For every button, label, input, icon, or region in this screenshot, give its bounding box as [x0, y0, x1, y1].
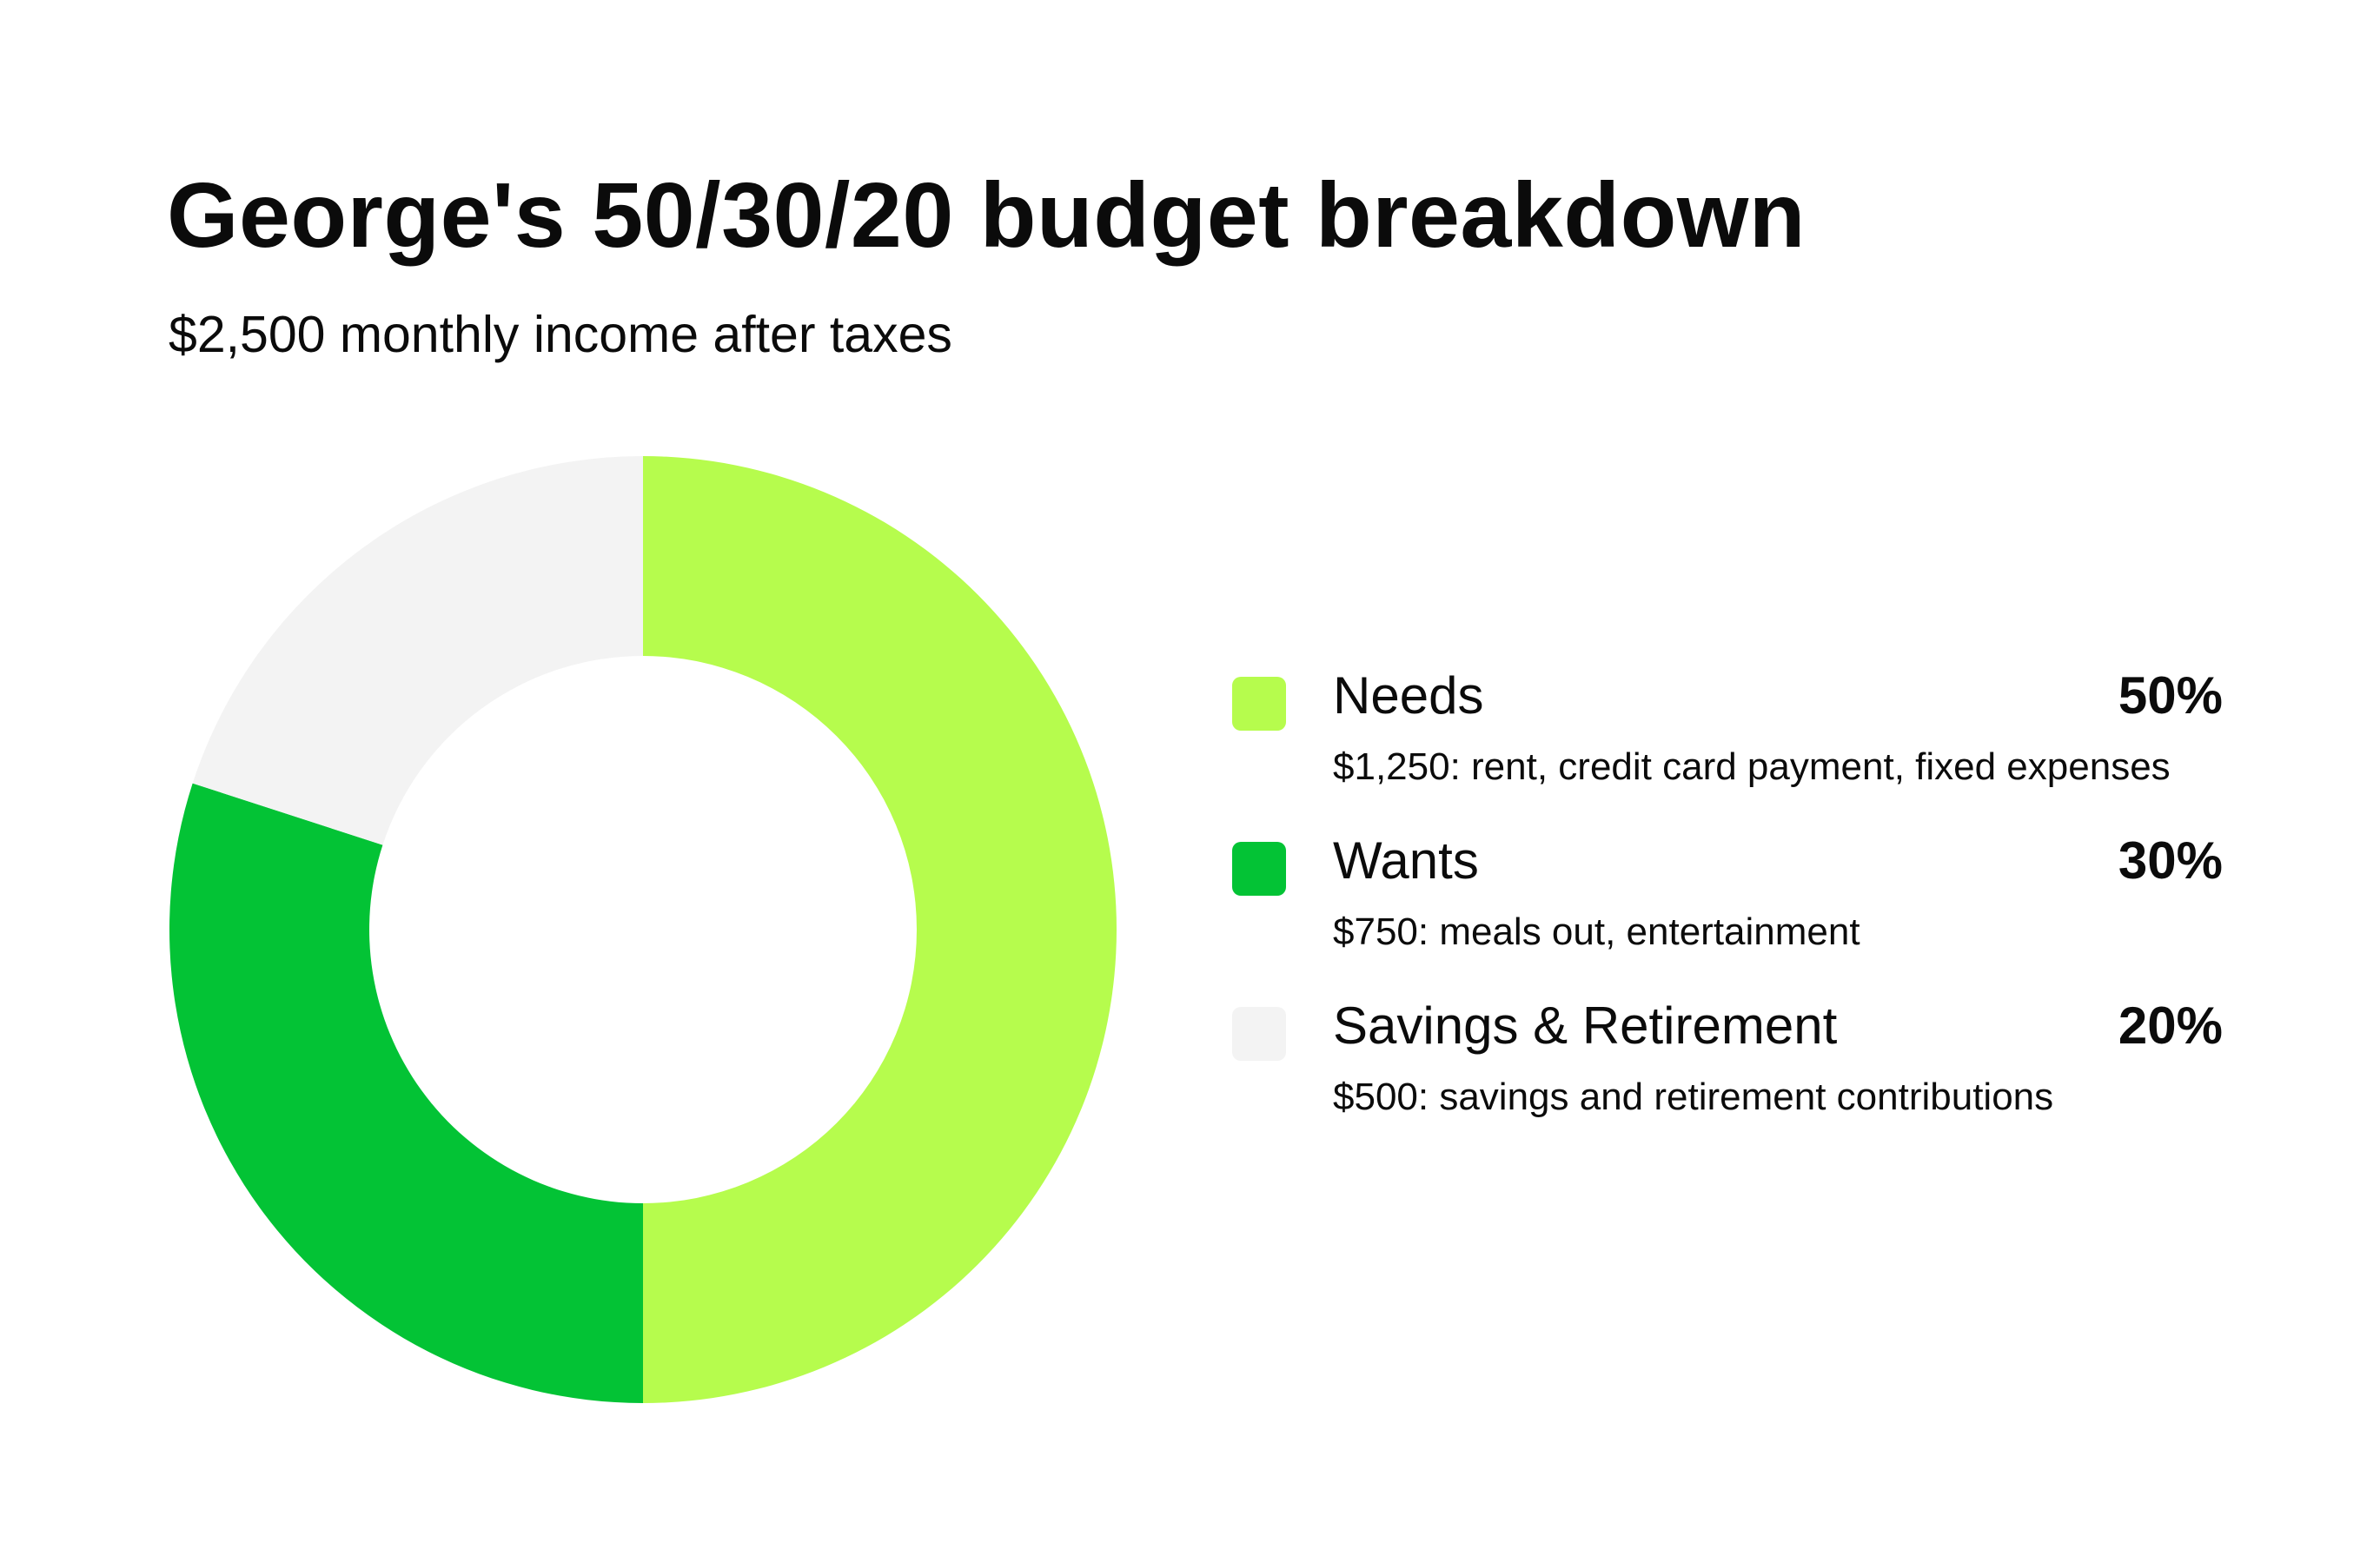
legend-percent-wants: 30% — [2118, 831, 2223, 890]
legend-item-wants: Wants 30% $750: meals out, entertainment — [1232, 830, 2223, 995]
donut-slice-wants — [169, 783, 643, 1403]
legend-swatch-savings — [1232, 1007, 1286, 1061]
legend-item-needs: Needs 50% $1,250: rent, credit card paym… — [1232, 665, 2223, 830]
legend: Needs 50% $1,250: rent, credit card paym… — [1232, 665, 2223, 1160]
legend-swatch-wants — [1232, 842, 1286, 896]
legend-percent-needs: 50% — [2118, 666, 2223, 725]
chart-title: George's 50/30/20 budget breakdown — [167, 164, 1807, 267]
legend-description-needs: $1,250: rent, credit card payment, fixed… — [1333, 745, 2171, 788]
legend-description-wants: $750: meals out, entertainment — [1333, 910, 1860, 953]
legend-label-wants: Wants — [1333, 831, 1479, 890]
legend-label-savings: Savings & Retirement — [1333, 997, 1838, 1055]
legend-label-needs: Needs — [1333, 666, 1484, 725]
legend-percent-savings: 20% — [2118, 997, 2223, 1055]
legend-item-savings: Savings & Retirement 20% $500: savings a… — [1232, 995, 2223, 1160]
donut-slice-needs — [643, 456, 1117, 1403]
legend-description-savings: $500: savings and retirement contributio… — [1333, 1076, 2054, 1118]
donut-chart — [169, 456, 1117, 1403]
donut-slice-savings-retirement — [192, 456, 643, 845]
legend-swatch-needs — [1232, 677, 1286, 731]
chart-subtitle: $2,500 monthly income after taxes — [169, 306, 952, 363]
